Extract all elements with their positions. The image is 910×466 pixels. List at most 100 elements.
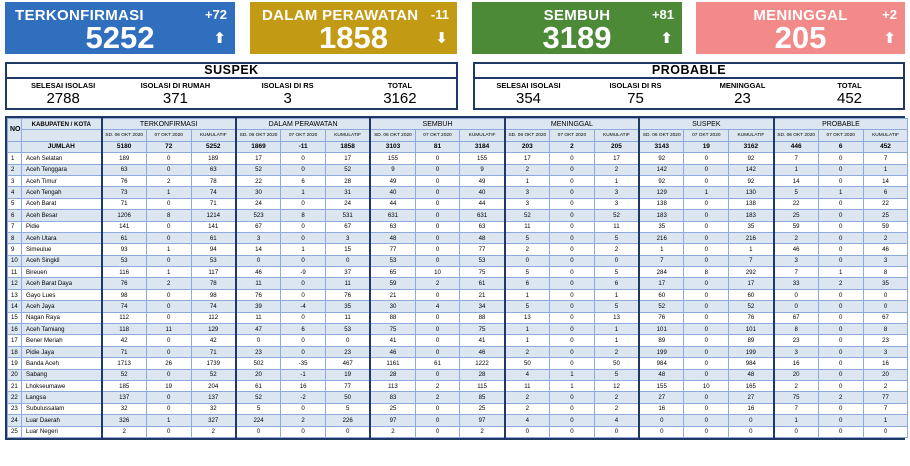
table-cell: 35 <box>728 220 774 233</box>
sub-header: KUMULATIF <box>862 129 909 142</box>
suspek-stat: SELESAI ISOLASI 2788 <box>7 79 119 108</box>
table-cell: 216 <box>728 231 774 245</box>
group-header: TERKONFIRMASI <box>100 117 237 131</box>
table-cell: 0 <box>817 311 864 325</box>
table-cell: 67 <box>862 311 909 325</box>
table-cell: 1206 <box>100 209 147 222</box>
table-cell: 1 <box>549 368 595 382</box>
table-cell: 76 <box>324 288 371 302</box>
table-cell: 98 <box>100 288 147 302</box>
table-cell: 0 <box>234 334 282 347</box>
table-cell: 52 <box>234 391 282 404</box>
table-row: 10 Aceh Singkil 53 0 53 0 0 0 53 0 53 0 0 0 7 0 7 3 0 3 <box>7 254 909 268</box>
table-cell: 28 <box>324 174 371 188</box>
table-cell: 0 <box>772 300 819 313</box>
table-cell: 11 <box>234 277 282 290</box>
table-cell: 0 <box>817 368 864 382</box>
probable-title: PROBABLE <box>475 64 903 79</box>
table-cell: 3 <box>772 345 819 359</box>
card-recovered-title: SEMBUH <box>543 7 611 24</box>
table-cell: 27 <box>728 391 774 404</box>
table-cell: 76 <box>638 311 685 325</box>
table-cell: 0 <box>414 197 461 211</box>
table-cell: 8 <box>862 323 909 336</box>
table-cell: 2 <box>593 163 640 176</box>
table-cell: 0 <box>549 323 595 336</box>
table-cell: 88 <box>369 311 416 325</box>
table-cell: 0 <box>280 402 326 416</box>
table-cell: 97 <box>459 414 506 427</box>
table-cell: 0 <box>683 425 730 438</box>
table-cell: 129 <box>190 323 237 336</box>
sub-header: KUMULATIF <box>593 129 640 142</box>
table-cell: 631 <box>459 209 506 222</box>
table-cell: 0 <box>414 254 461 268</box>
district-name: Banda Aceh <box>21 357 102 370</box>
table-cell: 52 <box>190 368 237 382</box>
card-confirmed-title: TERKONFIRMASI <box>15 7 144 24</box>
table-cell: 0 <box>414 220 461 233</box>
table-cell: 25 <box>369 402 416 416</box>
table-cell: 21 <box>459 288 506 302</box>
row-number: 9 <box>7 243 22 256</box>
table-cell: 2 <box>593 243 640 256</box>
district-name: Aceh Jaya <box>21 300 102 313</box>
table-cell: 2 <box>414 379 461 393</box>
table-cell: 1 <box>638 243 685 256</box>
table-cell: 48 <box>459 231 506 245</box>
total-cell: 3162 <box>728 140 774 154</box>
district-name: Lhokseumawe <box>21 379 102 393</box>
table-cell: 35 <box>638 220 685 233</box>
card-died-delta: +2 <box>882 7 897 22</box>
table-cell: 0 <box>683 288 730 302</box>
table-cell: 59 <box>862 220 909 233</box>
stat-label: SELESAI ISOLASI <box>31 81 96 90</box>
table-row: 18 Pidie Jaya 71 0 71 23 0 23 46 0 46 2 0 2 199 0 199 3 0 3 <box>7 345 909 359</box>
table-cell: 0 <box>503 254 550 268</box>
table-cell: 1 <box>593 323 640 336</box>
table-cell: 0 <box>280 231 326 245</box>
table-cell: 5 <box>593 266 640 279</box>
table-cell: 77 <box>862 391 909 404</box>
table-cell: 531 <box>324 209 371 222</box>
table-cell: 142 <box>728 163 774 176</box>
table-cell: 78 <box>190 277 237 290</box>
kabupaten-header: KABUPATEN / KOTA <box>21 117 102 131</box>
district-name: Aceh Tengah <box>21 186 102 199</box>
table-cell: 2 <box>280 414 326 427</box>
row-number: 16 <box>7 323 22 336</box>
table-row: 23 Subulussalam 32 0 32 5 0 5 25 0 25 2 0 2 16 0 16 7 0 7 <box>7 402 909 416</box>
sub-header: 07 OKT 2020 <box>817 129 864 142</box>
table-cell: 0 <box>549 425 595 438</box>
table-cell: 3 <box>593 186 640 199</box>
stat-label: TOTAL <box>387 81 413 90</box>
sub-header: 07 OKT 2020 <box>549 129 595 142</box>
table-cell: 0 <box>414 311 461 325</box>
table-row: 14 Aceh Jaya 74 0 74 39 -4 35 30 4 34 5 0 5 52 0 52 0 0 0 <box>7 300 909 313</box>
table-cell: 5 <box>772 186 819 199</box>
table-cell: 189 <box>190 152 237 165</box>
table-row: 3 Aceh Timur 76 2 78 22 6 28 49 0 49 1 0 1 92 0 92 14 0 14 <box>7 174 909 188</box>
table-cell: 292 <box>728 266 774 279</box>
table-cell: 2 <box>772 231 819 245</box>
table-cell: 52 <box>324 163 371 176</box>
total-cell: 19 <box>683 140 730 154</box>
table-cell: 1713 <box>100 357 147 370</box>
total-cell: 72 <box>145 140 192 154</box>
table-cell: 89 <box>638 334 685 347</box>
table-cell: 77 <box>369 243 416 256</box>
card-treatment: DALAM PERAWATAN -11 1858 ⬇ <box>250 2 457 54</box>
table-cell: 984 <box>638 357 685 370</box>
table-cell: 0 <box>817 414 864 427</box>
table-cell: 0 <box>817 323 864 336</box>
table-cell: 61 <box>100 231 147 245</box>
table-row: 6 Aceh Besar 1206 8 1214 523 8 531 631 0 631 52 0 52 1… <box>7 209 909 222</box>
table-cell: 11 <box>324 311 371 325</box>
table-cell: 48 <box>369 231 416 245</box>
table-cell: 4 <box>503 414 550 427</box>
table-cell: 0 <box>549 391 595 404</box>
probable-panel: PROBABLE SELESAI ISOLASI 354 ISOLASI DI … <box>473 62 905 110</box>
table-cell: 5 <box>234 402 282 416</box>
table-cell: 67 <box>324 220 371 233</box>
sub-header: SD. 06 OKT 2020 <box>369 129 416 142</box>
